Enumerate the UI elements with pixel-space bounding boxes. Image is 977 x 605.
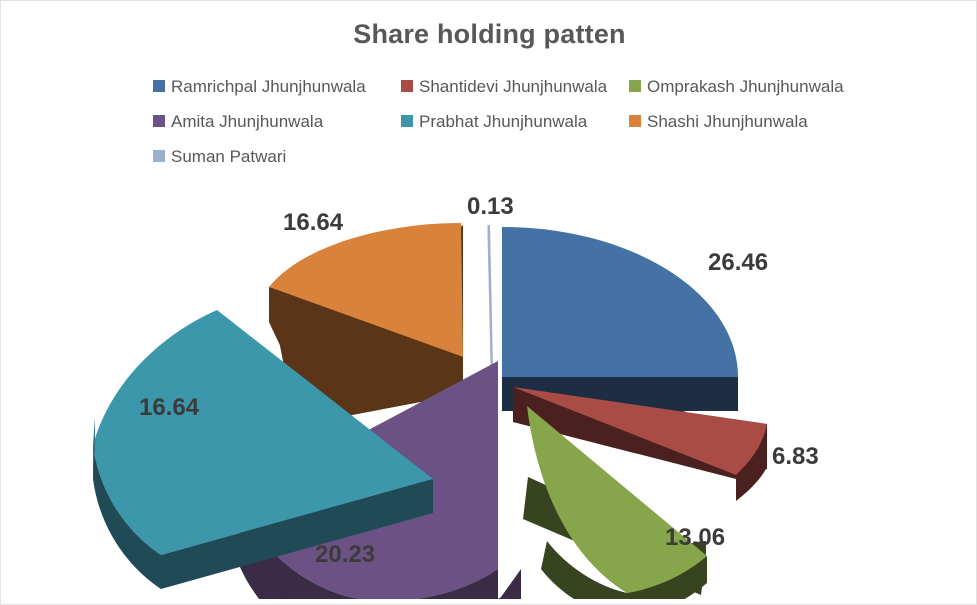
legend-item[interactable]: Shantidevi Jhunjhunwala bbox=[401, 69, 629, 104]
slice-label-shantidevi-jhunjhunwala: 6.83 bbox=[772, 443, 819, 470]
legend-swatch-icon bbox=[629, 79, 641, 92]
legend-swatch-icon bbox=[153, 149, 165, 162]
legend-swatch-icon bbox=[629, 114, 641, 127]
legend-label: Amita Jhunjhunwala bbox=[171, 112, 324, 132]
slice-label-prabhat-jhunjhunwala: 16.64 bbox=[139, 394, 200, 421]
legend-row: Ramrichpal Jhunjhunwala Shantidevi Jhunjh… bbox=[153, 69, 976, 104]
legend-swatch-icon bbox=[401, 114, 413, 127]
pie-3d-graphic bbox=[87, 223, 767, 599]
legend-swatch-icon bbox=[401, 79, 413, 92]
slice-label-amita-jhunjhunwala: 20.23 bbox=[315, 541, 376, 568]
pie-slice-suman-patwari[interactable] bbox=[487, 225, 494, 375]
legend-item[interactable]: Shashi Jhunjhunwala bbox=[629, 104, 859, 139]
pie-slice-omprakash-jhunjhunwala[interactable] bbox=[523, 406, 723, 599]
legend-label: Shashi Jhunjhunwala bbox=[647, 112, 808, 132]
legend-item[interactable]: Omprakash Jhunjhunwala bbox=[629, 69, 859, 104]
pie-slice-shantidevi-jhunjhunwala[interactable] bbox=[513, 387, 767, 501]
legend-label: Ramrichpal Jhunjhunwala bbox=[171, 77, 366, 97]
legend-label: Shantidevi Jhunjhunwala bbox=[419, 77, 608, 97]
slice-label-ramrichpal-jhunjhunwala: 26.46 bbox=[708, 249, 769, 276]
legend-swatch-icon bbox=[153, 114, 165, 127]
legend-label: Suman Patwari bbox=[171, 147, 287, 167]
slice-label-suman-patwari: 0.13 bbox=[467, 193, 514, 220]
chart-title: Share holding patten bbox=[353, 19, 626, 49]
legend-row: Suman Patwari bbox=[153, 139, 976, 174]
legend-item[interactable]: Suman Patwari bbox=[153, 139, 401, 174]
slice-label-omprakash-jhunjhunwala: 13.06 bbox=[665, 524, 726, 551]
legend-label: Omprakash Jhunjhunwala bbox=[647, 77, 844, 97]
legend-label: Prabhat Jhunjhunwala bbox=[419, 112, 588, 132]
slice-label-shashi-jhunjhunwala: 16.64 bbox=[283, 209, 344, 236]
legend-item[interactable]: Ramrichpal Jhunjhunwala bbox=[153, 69, 401, 104]
chart-legend: Ramrichpal Jhunjhunwala Shantidevi Jhunjh… bbox=[1, 69, 976, 174]
pie-plot-area: 0.13 16.64 26.46 16.64 6.83 13.06 20.23 bbox=[1, 179, 976, 599]
legend-item[interactable]: Amita Jhunjhunwala bbox=[153, 104, 401, 139]
legend-swatch-icon bbox=[153, 79, 165, 92]
pie-slice-prabhat-jhunjhunwala[interactable] bbox=[87, 310, 433, 589]
legend-item[interactable]: Prabhat Jhunjhunwala bbox=[401, 104, 629, 139]
pie-slice-ramrichpal-jhunjhunwala[interactable] bbox=[502, 227, 738, 415]
legend-row: Amita Jhunjhunwala Prabhat Jhunjhunwala Sh… bbox=[153, 104, 976, 139]
